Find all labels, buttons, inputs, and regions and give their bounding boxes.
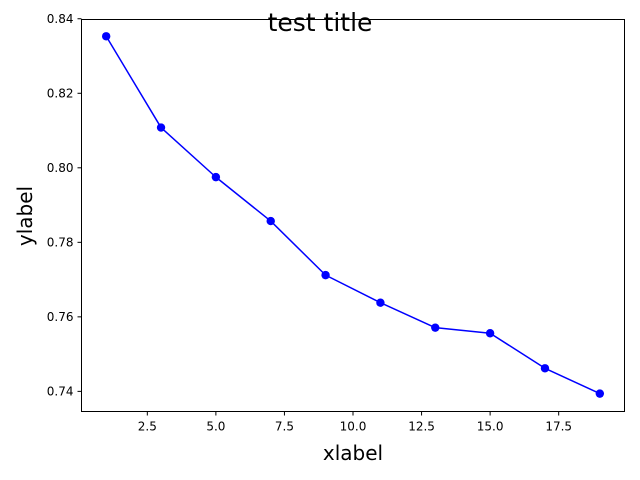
data-point: [211, 172, 221, 182]
y-axis-label: ylabel: [13, 186, 37, 246]
y-tick-label: 0.82: [47, 86, 74, 100]
y-tick-label: 0.74: [47, 384, 74, 398]
y-axis-ticks: 0.74 0.76 0.78 0.80 0.82 0.84: [47, 12, 82, 398]
data-point: [540, 364, 550, 373]
x-axis-ticks: 2.5 5.0 7.5 10.0 12.5 15.0 17.5: [138, 411, 572, 434]
series-layer: [101, 32, 605, 398]
x-tick-label: 15.0: [477, 420, 504, 434]
y-tick-label: 0.80: [47, 161, 74, 175]
x-tick-label: 5.0: [206, 420, 225, 434]
chart-title: test title: [268, 8, 373, 37]
plot-area: [81, 19, 625, 412]
x-tick-label: 2.5: [138, 420, 157, 434]
x-axis-label: xlabel: [323, 441, 383, 465]
y-tick-label: 0.84: [47, 12, 74, 26]
y-tick-label: 0.78: [47, 235, 74, 249]
x-tick-label: 10.0: [340, 420, 367, 434]
x-tick-label: 7.5: [275, 420, 294, 434]
x-tick-label: 17.5: [545, 420, 572, 434]
y-tick-label: 0.76: [47, 310, 74, 324]
series-line: [105, 35, 601, 395]
data-point: [595, 389, 605, 398]
data-point: [156, 123, 166, 132]
data-point: [266, 216, 275, 226]
data-point: [431, 323, 440, 332]
x-tick-label: 12.5: [408, 420, 435, 434]
data-point: [485, 329, 495, 338]
data-point: [101, 32, 111, 41]
data-point: [376, 298, 385, 307]
data-point: [321, 270, 330, 280]
